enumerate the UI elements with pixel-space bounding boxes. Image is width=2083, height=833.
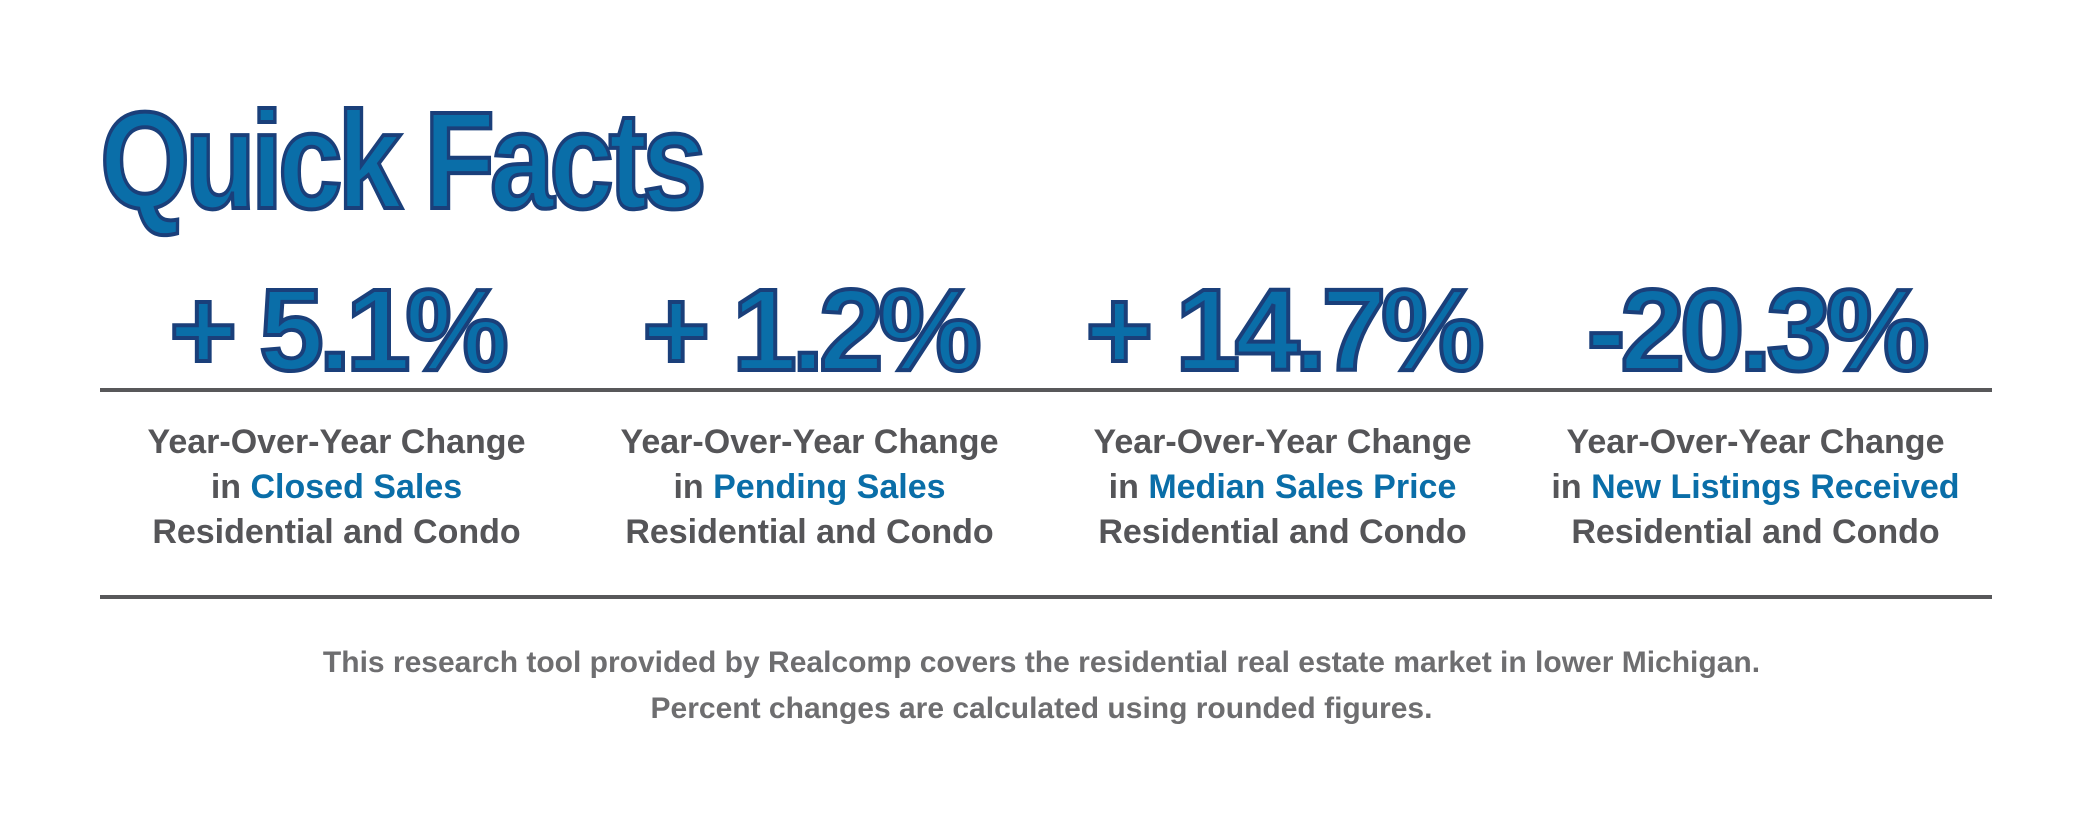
label-metric: Pending Sales [713, 468, 946, 506]
footer-note: This research tool provided by Realcomp … [0, 640, 2083, 732]
label-metric: New Listings Received [1591, 468, 1960, 506]
page-title: Quick Facts [98, 84, 708, 238]
label-prefix: in [673, 468, 704, 506]
label-line-3: Residential and Condo [1098, 513, 1467, 551]
label-line-2: in Pending Sales [573, 465, 1046, 510]
footer-line-1: This research tool provided by Realcomp … [322, 646, 1761, 679]
label-line-1: Year-Over-Year Change [147, 423, 526, 461]
stats-row: + 5.1% + 1.2% + 14.7% -20.3% [100, 265, 1992, 395]
label-metric: Median Sales Price [1148, 468, 1457, 506]
label-line-3: Residential and Condo [1571, 513, 1940, 551]
median-sales-price-label: Year-Over-Year Change in Median Sales Pr… [1046, 420, 1519, 555]
footer-line-2: Percent changes are calculated using rou… [650, 692, 1433, 725]
label-line-3: Residential and Condo [625, 513, 994, 551]
label-line-3: Residential and Condo [152, 513, 521, 551]
closed-sales-label: Year-Over-Year Change in Closed Sales Re… [100, 420, 573, 555]
closed-sales-change-value: + 5.1% [167, 265, 510, 395]
label-prefix: in [210, 468, 242, 506]
label-line-2: in Median Sales Price [1046, 465, 1519, 510]
median-sales-price-change-value: + 14.7% [1084, 265, 1487, 395]
pending-sales-change-value: + 1.2% [640, 265, 983, 395]
label-line-2: in New Listings Received [1519, 465, 1992, 510]
top-divider [100, 388, 1992, 392]
label-line-1: Year-Over-Year Change [620, 423, 999, 461]
label-prefix: in [1551, 468, 1582, 506]
label-prefix: in [1108, 468, 1139, 506]
label-metric: Closed Sales [250, 468, 463, 506]
pending-sales-label: Year-Over-Year Change in Pending Sales R… [573, 420, 1046, 555]
label-line-2: in Closed Sales [100, 465, 573, 510]
bottom-divider [100, 595, 1992, 599]
stat-labels-row: Year-Over-Year Change in Closed Sales Re… [100, 420, 1992, 555]
label-line-1: Year-Over-Year Change [1566, 423, 1945, 461]
label-line-1: Year-Over-Year Change [1093, 423, 1472, 461]
new-listings-label: Year-Over-Year Change in New Listings Re… [1519, 420, 1992, 555]
new-listings-change-value: -20.3% [1585, 265, 1932, 395]
